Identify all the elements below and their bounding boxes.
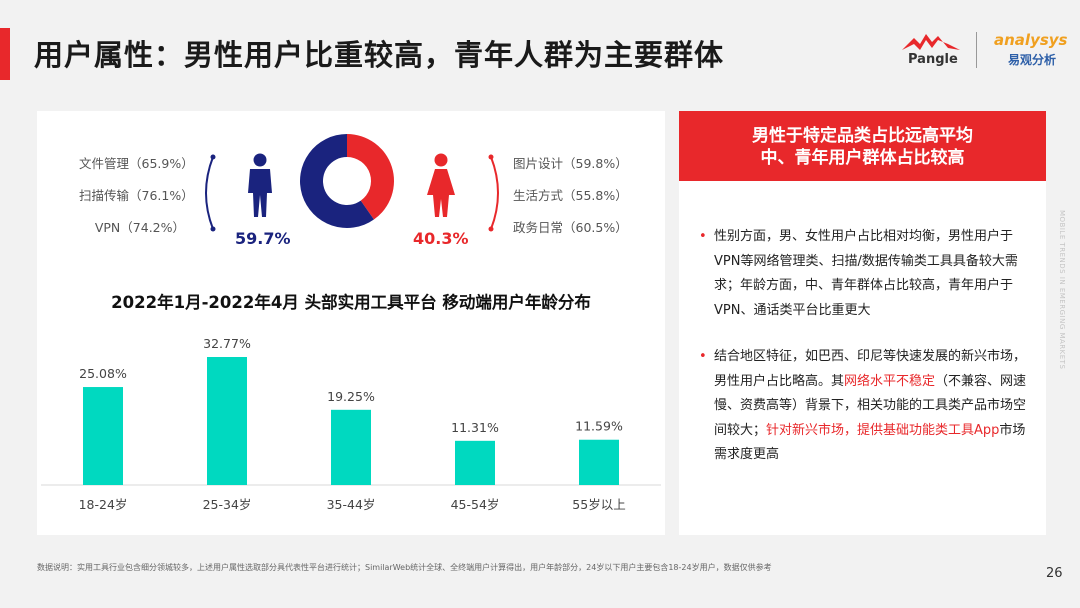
- bullet-2-highlight-1: 网络水平不稳定: [844, 373, 936, 389]
- bar-55岁以上: [579, 439, 619, 485]
- female-bracket-icon: [488, 154, 499, 232]
- pangle-logo-icon: [902, 34, 960, 50]
- x-tick-label: 35-44岁: [327, 497, 376, 512]
- insight-header-line2: 中、青年用户群体占比较高: [760, 148, 965, 168]
- bullet-dot: •: [699, 349, 707, 364]
- bar-value-label: 11.31%: [451, 420, 499, 435]
- bar-value-label: 11.59%: [575, 419, 623, 434]
- bullet-2-highlight-2: 针对新兴市场，提供基础功能类工具App: [766, 422, 1000, 438]
- insight-bullet-1-text: 性别方面，男、女性用户占比相对均衡，男性用户于VPN等网络管理类、扫描/数据传输…: [714, 229, 1018, 318]
- title-accent-bar: [0, 28, 10, 80]
- x-tick-label: 55岁以上: [572, 497, 625, 512]
- bar-value-label: 32.77%: [203, 336, 251, 351]
- bar-35-44岁: [331, 409, 371, 485]
- bar-25-34岁: [207, 357, 247, 485]
- female-category-3: 政务日常（60.5%）: [513, 220, 628, 235]
- female-category-2: 生活方式（55.8%）: [513, 188, 628, 203]
- bullet-dot: •: [699, 229, 707, 244]
- male-share-label: 59.7%: [235, 229, 291, 248]
- female-share-label: 40.3%: [413, 229, 469, 248]
- analysys-logo-text: analysys: [994, 31, 1068, 49]
- female-category-1: 图片设计（59.8%）: [513, 156, 628, 171]
- chart-title: 2022年1月-2022年4月 头部实用工具平台 移动端用户年龄分布: [111, 293, 591, 312]
- insight-bullet-1: • 性别方面，男、女性用户占比相对均衡，男性用户于VPN等网络管理类、扫描/数据…: [699, 225, 1029, 323]
- donut-slice-female: [347, 134, 394, 220]
- logo-divider: [976, 32, 977, 68]
- footnote: 数据说明：实用工具行业包含细分领城较多，上述用户属性选取部分具代表性平台进行统计…: [37, 563, 772, 572]
- bar-value-label: 19.25%: [327, 389, 375, 404]
- analysys-logo-cn: 易观分析: [1008, 53, 1057, 67]
- bullet-2-part-a: 结合地区特征，如巴西、印尼等快速发展的新兴市场，男性用户占比略高。其: [714, 349, 1027, 389]
- bar-value-label: 25.08%: [79, 366, 127, 381]
- x-tick-label: 25-34岁: [203, 497, 252, 512]
- male-category-2: 扫描传输（76.1%）: [79, 188, 194, 203]
- gender-donut-chart: [300, 134, 394, 228]
- bullet-2-part-b: （不兼容、网速慢、资费高等）背景下，相关功能的工具类产品市场空间较大；: [714, 373, 1027, 438]
- age-bar-chart: 25.08% 18-24岁 32.77% 25-34岁 19.25% 35-44岁 11.3…: [41, 336, 661, 512]
- bar-18-24岁: [83, 387, 123, 485]
- insight-panel: 男性于特定品类占比远高平均 中、青年用户群体占比较高 • 性别方面，男、女性用户…: [679, 111, 1046, 535]
- page-number: 26: [1046, 566, 1063, 581]
- side-vertical-text: MOBILE TRENDS IN EMERGING MARKETS: [1058, 210, 1066, 370]
- pangle-logo-text: Pangle: [908, 52, 958, 67]
- male-bracket-icon: [205, 154, 216, 232]
- chart-panel: 文件管理（65.9%） 扫描传输（76.1%） VPN（74.2%） 59.7%…: [37, 111, 665, 535]
- bullet-2-part-c: 市场需求度更高: [714, 422, 1026, 463]
- x-tick-label: 45-54岁: [451, 497, 500, 512]
- female-user-icon: [427, 153, 455, 217]
- x-tick-label: 18-24岁: [79, 497, 128, 512]
- male-category-1: 文件管理（65.9%）: [79, 156, 194, 171]
- insight-bullet-2-text: 结合地区特征，如巴西、印尼等快速发展的新兴市场，男性用户占比略高。其网络水平不稳…: [699, 345, 1029, 468]
- page-title: 用户属性：男性用户比重较高，青年人群为主要群体: [34, 38, 725, 72]
- insight-header: 男性于特定品类占比远高平均 中、青年用户群体占比较高: [679, 111, 1046, 181]
- donut-slice-male: [300, 134, 374, 228]
- insight-header-line1: 男性于特定品类占比远高平均: [752, 126, 973, 146]
- bar-45-54岁: [455, 440, 495, 485]
- insight-bullet-2: • 结合地区特征，如巴西、印尼等快速发展的新兴市场，男性用户占比略高。其网络水平…: [699, 345, 1029, 468]
- male-category-3: VPN（74.2%）: [94, 220, 185, 235]
- male-user-icon: [248, 153, 272, 217]
